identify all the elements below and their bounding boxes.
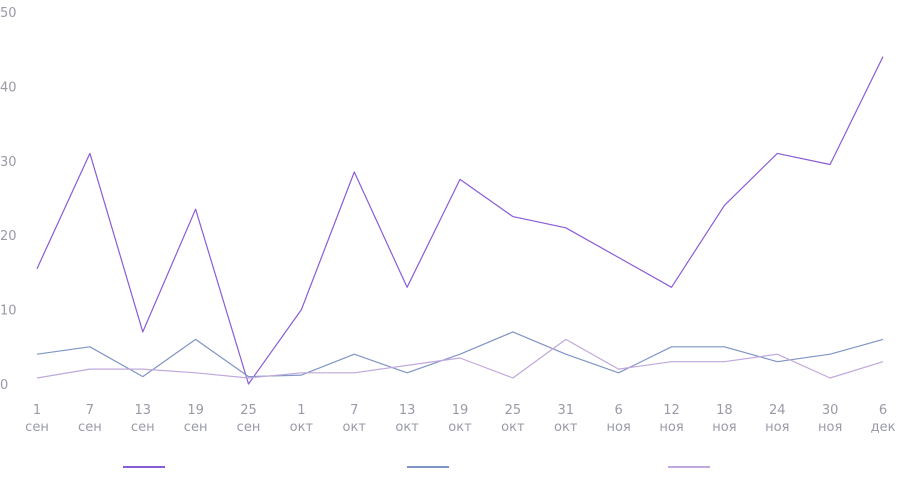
x-tick-month: сен	[237, 420, 261, 435]
x-tick-month: ноя	[659, 420, 683, 435]
y-tick-label: 50	[0, 6, 17, 21]
x-axis: 1 сен 7 сен 13 сен 19 сен 25 сен 1 окт 7 окт 13 окт 19 ок…	[25, 403, 895, 435]
x-tick-day: 6	[879, 403, 887, 418]
x-tick-month: сен	[78, 420, 102, 435]
x-tick-day: 25	[240, 403, 257, 418]
x-tick-month: ноя	[712, 420, 736, 435]
y-tick-label: 40	[0, 80, 17, 95]
series-lines	[36, 56, 884, 385]
x-tick-month: сен	[25, 420, 49, 435]
y-tick-label: 10	[0, 304, 17, 319]
y-tick-label: 20	[0, 229, 17, 244]
x-tick-month: окт	[343, 420, 367, 435]
y-tick-label: 0	[0, 378, 8, 393]
x-tick-month: окт	[554, 420, 578, 435]
x-tick-month: окт	[395, 420, 419, 435]
x-tick-day: 24	[769, 403, 786, 418]
x-tick-month: ноя	[606, 420, 630, 435]
x-tick-day: 7	[86, 403, 94, 418]
x-tick-day: 19	[187, 403, 204, 418]
x-tick-day: 1	[33, 403, 41, 418]
x-tick-day: 30	[822, 403, 839, 418]
series-line-1	[36, 56, 884, 385]
x-tick-month: окт	[501, 420, 525, 435]
x-tick-month: окт	[448, 420, 472, 435]
x-tick-day: 31	[557, 403, 574, 418]
x-tick-month: ноя	[818, 420, 842, 435]
x-tick-day: 12	[663, 403, 680, 418]
x-tick-day: 18	[716, 403, 733, 418]
x-tick-day: 25	[505, 403, 522, 418]
x-tick-month: окт	[290, 420, 314, 435]
y-axis: 0 10 20 30 40 50	[0, 6, 17, 393]
x-tick-day: 6	[614, 403, 622, 418]
series-line-2	[36, 331, 884, 378]
series-line-3	[36, 338, 884, 379]
x-tick-month: сен	[184, 420, 208, 435]
x-tick-day: 13	[134, 403, 151, 418]
x-tick-day: 19	[452, 403, 469, 418]
y-tick-label: 30	[0, 155, 17, 170]
x-tick-day: 13	[399, 403, 416, 418]
x-tick-day: 7	[350, 403, 358, 418]
x-tick-month: ноя	[765, 420, 789, 435]
x-tick-day: 1	[297, 403, 305, 418]
x-tick-month: сен	[131, 420, 155, 435]
x-tick-month: дек	[871, 420, 896, 435]
